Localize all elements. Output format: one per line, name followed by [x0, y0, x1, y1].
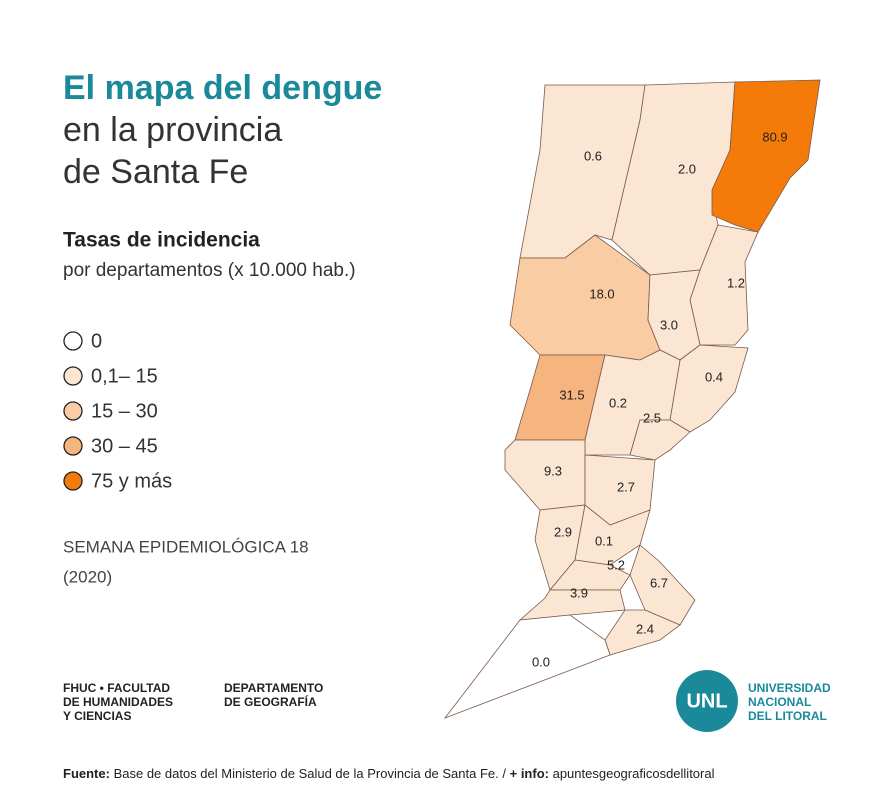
region-label: 3.0 — [660, 317, 678, 332]
region-label: 0.4 — [705, 369, 723, 384]
legend: 0 0,1– 15 15 – 30 30 – 45 75 y más — [63, 330, 172, 492]
logo-mark: UNL — [686, 690, 727, 712]
info-label: + info: — [510, 766, 549, 781]
org-text: DE GEOGRAFÍA — [224, 694, 317, 709]
legend-swatch — [63, 471, 83, 491]
logo: UNL UNIVERSIDAD NACIONAL DEL LITORAL — [676, 670, 831, 732]
logo-circle — [676, 670, 738, 732]
region-label: 31.5 — [559, 387, 584, 402]
subtitle: de Santa Fe — [63, 153, 248, 191]
org-text: Y CIENCIAS — [63, 709, 131, 723]
subtitle: en la provincia — [63, 111, 282, 149]
logo-text: UNIVERSIDAD — [748, 681, 831, 695]
title: El mapa del dengue — [63, 69, 382, 107]
legend-title: Tasas de incidencia — [63, 229, 260, 252]
region-label: 2.9 — [554, 524, 572, 539]
region — [711, 79, 821, 233]
region-label: 18.0 — [589, 286, 614, 301]
region-label: 0.0 — [532, 654, 550, 669]
region-label: 9.3 — [544, 463, 562, 478]
legend-swatch — [63, 331, 83, 351]
source-label: Fuente: — [63, 766, 110, 781]
period: (2020) — [63, 567, 112, 586]
region-label: 0.2 — [609, 395, 627, 410]
region-label: 2.7 — [617, 479, 635, 494]
region — [443, 614, 611, 719]
period: SEMANA EPIDEMIOLÓGICA 18 — [63, 537, 309, 556]
logo-text: NACIONAL — [748, 695, 811, 709]
region-label: 2.4 — [636, 621, 654, 636]
org-block: FHUC • FACULTAD DE HUMANIDADES Y CIENCIA… — [63, 681, 323, 723]
info-text: apuntesgeograficosdellitoral — [553, 766, 715, 781]
legend-swatch — [63, 401, 83, 421]
source-text: Base de datos del Ministerio de Salud de… — [114, 766, 507, 781]
legend-label: 15 – 30 — [91, 400, 158, 422]
legend-label: 30 – 45 — [91, 435, 158, 457]
region-label: 2.0 — [678, 161, 696, 176]
legend-label: 0 — [91, 330, 102, 352]
legend-swatch — [63, 366, 83, 386]
region-label: 80.9 — [762, 129, 787, 144]
region-label: 3.9 — [570, 585, 588, 600]
legend-label: 0,1– 15 — [91, 365, 158, 387]
org-text: FHUC • FACULTAD — [63, 681, 170, 695]
region-label: 0.6 — [584, 148, 602, 163]
logo-text: DEL LITORAL — [748, 709, 827, 723]
source: Fuente: Base de datos del Ministerio de … — [63, 766, 715, 781]
region-label: 6.7 — [650, 575, 668, 590]
org-text: DE HUMANIDADES — [63, 695, 173, 709]
region-label: 0.1 — [595, 533, 613, 548]
region — [549, 559, 631, 591]
region-label: 2.5 — [643, 410, 661, 425]
legend-label: 75 y más — [91, 470, 172, 492]
org-text: DEPARTAMENTO — [224, 681, 323, 695]
region — [629, 419, 691, 461]
region-label: 5.2 — [607, 557, 625, 572]
map: 0.6 2.0 80.9 18.0 1.2 3.0 0.4 31.5 0.2 2… — [443, 79, 821, 719]
legend-subtitle: por departamentos (x 10.000 hab.) — [63, 260, 356, 281]
legend-swatch — [63, 436, 83, 456]
region-label: 1.2 — [727, 275, 745, 290]
